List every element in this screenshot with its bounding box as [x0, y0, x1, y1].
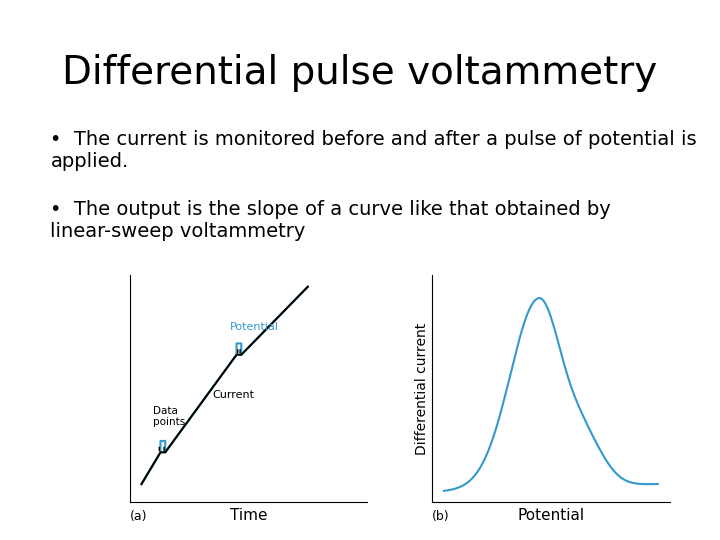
Text: •  The output is the slope of a curve like that obtained by linear-sweep voltamm: • The output is the slope of a curve lik…: [50, 200, 611, 241]
Text: Potential: Potential: [230, 322, 279, 332]
X-axis label: Potential: Potential: [517, 508, 585, 523]
Text: Data
points: Data points: [153, 406, 186, 427]
Text: •  The current is monitored before and after a pulse of potential is applied.: • The current is monitored before and af…: [50, 130, 697, 171]
Text: (b): (b): [432, 510, 449, 523]
Y-axis label: Differential current: Differential current: [415, 323, 429, 455]
Text: Current: Current: [213, 390, 255, 400]
Text: (a): (a): [130, 510, 147, 523]
Text: Differential pulse voltammetry: Differential pulse voltammetry: [63, 54, 657, 92]
X-axis label: Time: Time: [230, 508, 267, 523]
